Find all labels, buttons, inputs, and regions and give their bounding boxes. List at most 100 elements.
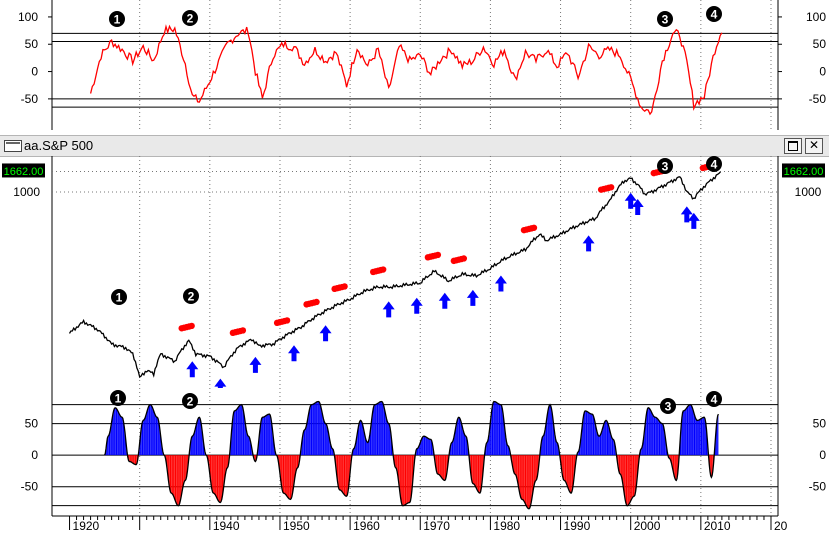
histogram-segment — [320, 403, 321, 456]
histogram-segment — [327, 426, 328, 456]
histogram-segment — [367, 441, 369, 456]
histogram-segment — [453, 437, 454, 456]
histogram-segment — [460, 419, 461, 456]
histogram-segment — [120, 416, 122, 456]
histogram-segment — [499, 404, 501, 456]
histogram-segment — [652, 414, 654, 456]
histogram-segment — [681, 412, 683, 456]
histogram-segment — [155, 414, 156, 456]
histogram-segment — [428, 438, 429, 456]
last-price-tag-right-text: 1662.00 — [784, 166, 824, 178]
histogram-segment — [473, 455, 475, 485]
histogram-segment — [383, 406, 385, 456]
close-button[interactable]: ✕ — [805, 138, 823, 154]
histogram-segment — [656, 417, 658, 456]
histogram-segment — [111, 417, 113, 456]
histogram-segment — [660, 422, 661, 456]
histogram-segment — [172, 455, 174, 496]
oscillator-panel: 100 100 50 50 0 0 -50 -50 1 2 3 4 — [18, 0, 826, 130]
histogram-segment — [308, 409, 310, 456]
histogram-segment — [695, 417, 696, 456]
histogram-segment — [282, 455, 283, 493]
histogram-segment — [117, 409, 118, 456]
histogram-segment — [248, 436, 250, 456]
histogram-segment — [131, 455, 132, 463]
histogram-segment — [388, 423, 390, 456]
histogram-segment — [249, 436, 250, 456]
histogram-segment — [568, 455, 569, 491]
histogram-segment — [263, 416, 265, 456]
histogram-segment — [362, 422, 363, 456]
histogram-segment — [592, 414, 593, 456]
histogram-segment — [247, 433, 248, 456]
histogram-segment — [624, 455, 626, 500]
histogram-segment — [429, 439, 431, 456]
histogram-segment — [289, 455, 290, 500]
histogram-segment — [265, 415, 266, 456]
histogram-segment — [154, 412, 156, 456]
histogram-segment — [310, 405, 311, 456]
histogram-segment — [247, 435, 249, 456]
histogram-segment — [373, 405, 374, 456]
histogram-segment — [173, 455, 175, 498]
histogram-segment — [290, 455, 292, 500]
histogram-segment — [650, 409, 651, 456]
price-line — [68, 171, 721, 379]
histogram-segment — [385, 415, 387, 456]
histogram-segment — [686, 407, 687, 456]
histogram-segment — [688, 405, 689, 456]
histogram-segment — [347, 455, 348, 496]
histogram-segment — [612, 438, 614, 456]
chart-window-titlebar[interactable]: aa.S&P 500 ✕ — [0, 135, 829, 157]
y-tick-label-left: 50 — [25, 417, 39, 431]
histogram-segment — [437, 455, 439, 475]
histogram-segment — [176, 455, 177, 505]
histogram-segment — [199, 417, 200, 456]
x-tick-label: 2010 — [704, 519, 731, 533]
histogram-segment — [184, 455, 186, 481]
histogram-segment — [515, 455, 517, 477]
histogram-segment — [237, 406, 239, 456]
histogram-segment — [501, 405, 503, 456]
histogram-segment — [547, 407, 549, 456]
histogram-segment — [683, 410, 684, 456]
histogram-segment — [520, 455, 522, 499]
histogram-segment — [319, 402, 320, 456]
histogram-segment — [532, 455, 534, 495]
histogram-segment — [297, 455, 299, 468]
histogram-segment — [169, 455, 170, 490]
histogram-segment — [686, 406, 688, 456]
histogram-outline — [103, 400, 719, 510]
histogram-segment — [312, 404, 313, 456]
histogram-segment — [536, 455, 537, 481]
signal-marker-label: 4 — [711, 158, 718, 172]
histogram-segment — [475, 455, 476, 487]
maximize-button[interactable] — [784, 138, 802, 154]
histogram-segment — [598, 435, 600, 456]
histogram-segment — [583, 414, 584, 456]
signal-marker — [109, 11, 125, 27]
histogram-segment — [551, 408, 553, 456]
histogram-segment — [571, 455, 573, 492]
histogram-segment — [599, 435, 600, 456]
histogram-segment — [464, 434, 466, 456]
histogram-segment — [606, 420, 607, 456]
histogram-segment — [156, 417, 158, 456]
histogram-segment — [310, 404, 312, 456]
histogram-segment — [317, 401, 318, 456]
histogram-segment — [307, 417, 308, 456]
histogram-segment — [115, 407, 116, 456]
histogram-segment — [525, 455, 527, 506]
histogram-segment — [407, 455, 409, 504]
histogram-segment — [439, 455, 440, 476]
chart-window-icon — [4, 140, 22, 152]
histogram-segment — [309, 407, 311, 456]
histogram-segment — [521, 455, 522, 500]
histogram-segment — [451, 442, 452, 456]
histogram-segment — [378, 402, 380, 456]
histogram-segment — [113, 410, 114, 456]
histogram-segment — [142, 420, 144, 456]
histogram-segment — [150, 404, 152, 456]
histogram-segment — [389, 424, 391, 456]
histogram-segment — [315, 402, 316, 456]
